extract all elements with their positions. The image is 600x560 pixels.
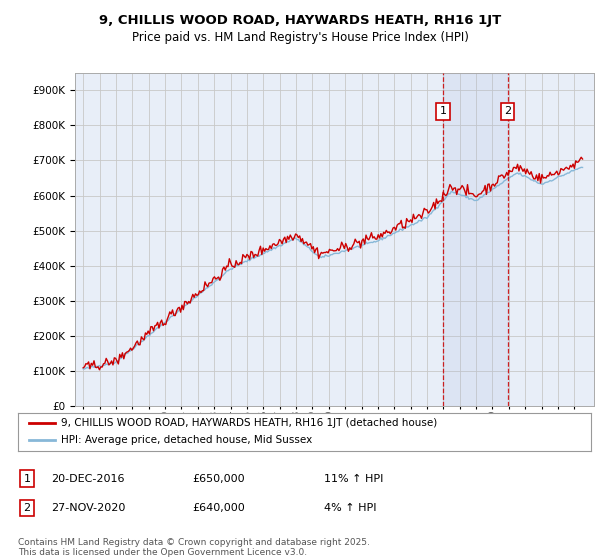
Text: 11% ↑ HPI: 11% ↑ HPI bbox=[324, 474, 383, 484]
Text: 20-DEC-2016: 20-DEC-2016 bbox=[51, 474, 125, 484]
Text: 1: 1 bbox=[23, 474, 31, 484]
Text: £640,000: £640,000 bbox=[192, 503, 245, 513]
Text: 2: 2 bbox=[23, 503, 31, 513]
Text: 27-NOV-2020: 27-NOV-2020 bbox=[51, 503, 125, 513]
Text: Contains HM Land Registry data © Crown copyright and database right 2025.
This d: Contains HM Land Registry data © Crown c… bbox=[18, 538, 370, 557]
Bar bbox=[443, 73, 508, 406]
Text: 1: 1 bbox=[439, 106, 446, 116]
Text: 9, CHILLIS WOOD ROAD, HAYWARDS HEATH, RH16 1JT: 9, CHILLIS WOOD ROAD, HAYWARDS HEATH, RH… bbox=[99, 14, 501, 27]
Text: HPI: Average price, detached house, Mid Sussex: HPI: Average price, detached house, Mid … bbox=[61, 435, 312, 445]
Text: Price paid vs. HM Land Registry's House Price Index (HPI): Price paid vs. HM Land Registry's House … bbox=[131, 31, 469, 44]
Text: 4% ↑ HPI: 4% ↑ HPI bbox=[324, 503, 377, 513]
Text: 9, CHILLIS WOOD ROAD, HAYWARDS HEATH, RH16 1JT (detached house): 9, CHILLIS WOOD ROAD, HAYWARDS HEATH, RH… bbox=[61, 418, 437, 428]
Text: 2: 2 bbox=[504, 106, 511, 116]
Text: £650,000: £650,000 bbox=[192, 474, 245, 484]
